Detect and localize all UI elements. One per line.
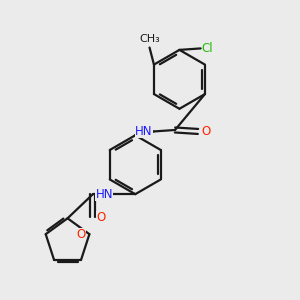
Text: O: O: [76, 228, 86, 241]
Text: CH₃: CH₃: [139, 34, 160, 44]
Text: HN: HN: [135, 125, 153, 138]
Text: O: O: [202, 125, 211, 138]
Text: Cl: Cl: [202, 42, 213, 55]
Text: O: O: [96, 211, 106, 224]
Text: HN: HN: [95, 188, 113, 201]
